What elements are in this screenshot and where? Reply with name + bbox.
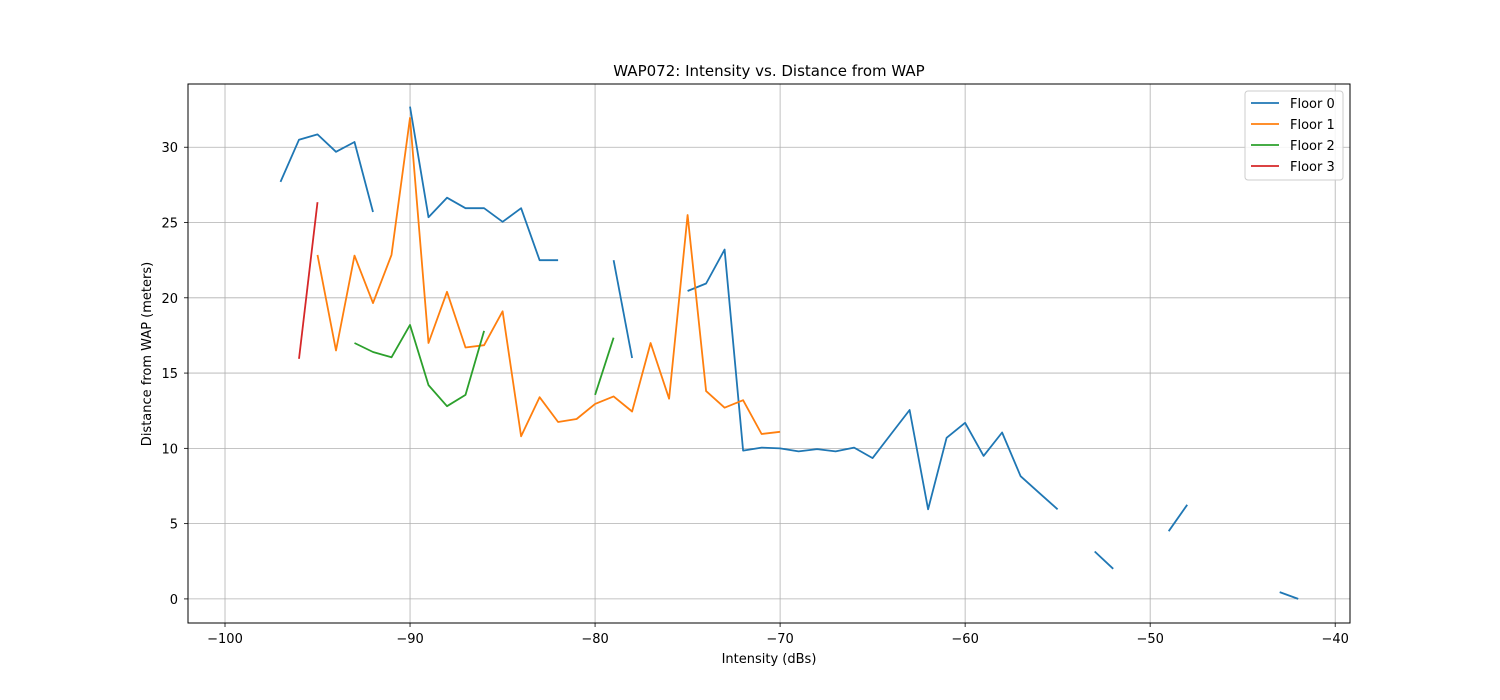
- series-floor-0: [279, 106, 1299, 600]
- chart-title: WAP072: Intensity vs. Distance from WAP: [613, 62, 924, 80]
- series-line-segment: [279, 133, 374, 213]
- x-tick-label: −50: [1136, 632, 1163, 647]
- series-line-segment: [1167, 504, 1188, 532]
- y-tick-label: 5: [170, 518, 178, 533]
- legend: Floor 0 Floor 1 Floor 2 Floor 3: [1244, 90, 1344, 181]
- x-tick-label: −60: [951, 632, 978, 647]
- legend-box: [1244, 90, 1344, 181]
- y-tick-label: 30: [161, 141, 178, 156]
- y-tick-label: 20: [161, 292, 178, 307]
- series-line-segment: [316, 117, 781, 438]
- series-line-segment: [687, 248, 1059, 511]
- y-axis-label: Distance from WAP (meters): [140, 262, 155, 446]
- series-floor-3: [298, 202, 319, 359]
- axis-ticks: −100 −90 −80 −70 −60 −50 −40 0 5 10 15 20 25 30: [161, 141, 1348, 647]
- x-tick-label: −90: [396, 632, 423, 647]
- legend-label: Floor 0: [1290, 97, 1335, 112]
- x-tick-label: −100: [207, 632, 243, 647]
- plot-frame: [187, 83, 1351, 624]
- series-line-segment: [409, 106, 559, 262]
- series-line-segment: [612, 260, 633, 359]
- series-floor-2: [354, 323, 615, 408]
- y-tick-label: 10: [161, 442, 178, 457]
- series-line-segment: [1094, 550, 1114, 570]
- x-axis-label: Intensity (dBs): [722, 652, 817, 667]
- legend-label: Floor 2: [1290, 139, 1335, 154]
- x-tick-label: −70: [766, 632, 793, 647]
- series-line-segment: [594, 337, 615, 396]
- legend-label: Floor 3: [1290, 160, 1335, 175]
- y-tick-label: 25: [161, 217, 178, 232]
- x-tick-label: −80: [581, 632, 608, 647]
- legend-label: Floor 1: [1290, 118, 1335, 133]
- series-lines: [279, 106, 1299, 600]
- series-line-segment: [1279, 591, 1299, 600]
- series-line-segment: [354, 323, 485, 408]
- series-line-segment: [298, 202, 319, 359]
- y-tick-label: 15: [161, 367, 178, 382]
- series-floor-1: [316, 117, 781, 438]
- y-tick-label: 0: [170, 593, 178, 608]
- x-tick-label: −40: [1321, 632, 1348, 647]
